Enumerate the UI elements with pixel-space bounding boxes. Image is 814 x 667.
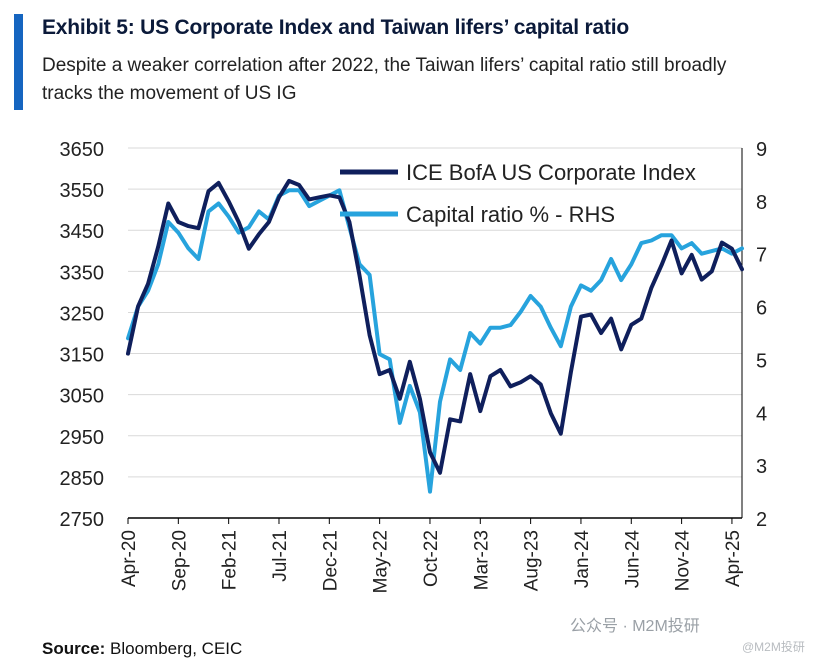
series-line-us-corporate-index (126, 178, 744, 475)
x-tick-label: Aug-23 (522, 530, 543, 591)
accent-bar (14, 14, 23, 110)
y-right-tick-label: 7 (756, 245, 767, 267)
x-tick-label: Apr-20 (119, 530, 140, 587)
y-left-tick-label: 2750 (60, 509, 105, 531)
x-tick-label: Nov-24 (673, 530, 694, 592)
x-tick-label: Jun-24 (622, 530, 643, 589)
series-line-capital-ratio (126, 188, 744, 494)
x-tick-label: Jan-24 (572, 530, 593, 589)
x-tick-label: Jul-21 (270, 530, 291, 582)
x-tick-label: Feb-21 (220, 530, 241, 590)
watermark-handle: @M2M投研 (742, 640, 805, 654)
chart-subtitle: Despite a weaker correlation after 2022,… (42, 55, 727, 104)
y-right-tick-label: 8 (756, 192, 767, 214)
y-left-tick-label: 3350 (60, 262, 105, 284)
x-tick-label: May-22 (371, 530, 392, 593)
x-tick-label: Dec-21 (320, 530, 341, 591)
y-right-tick-label: 3 (756, 456, 767, 478)
source-label: Source: (42, 639, 106, 658)
y-left-tick-label: 3450 (60, 221, 105, 243)
legend-label: ICE BofA US Corporate Index (406, 160, 696, 185)
y-left-tick-label: 3250 (60, 303, 105, 325)
source-text: Bloomberg, CEIC (105, 639, 243, 658)
x-tick-label: Sep-20 (169, 530, 190, 591)
y-right-tick-label: 5 (756, 350, 767, 372)
y-right-tick-label: 2 (756, 509, 767, 531)
y-right-tick-label: 6 (756, 298, 767, 320)
x-tick-label: Oct-22 (421, 530, 442, 587)
watermark-text: 公众号 · M2M投研 (570, 618, 700, 635)
x-tick-label: Mar-23 (471, 530, 492, 590)
y-left-tick-label: 3550 (60, 180, 105, 202)
source-note: Source: Bloomberg, CEIC (42, 639, 242, 659)
y-right-tick-label: 9 (756, 139, 767, 161)
y-left-tick-label: 3650 (60, 139, 105, 161)
y-left-tick-label: 2950 (60, 427, 105, 449)
legend-label: Capital ratio % - RHS (406, 202, 615, 227)
x-tick-label: Apr-25 (723, 530, 744, 587)
y-right-tick-label: 4 (756, 403, 767, 425)
y-left-tick-label: 3050 (60, 386, 105, 408)
y-left-tick-label: 3150 (60, 345, 105, 367)
y-left-tick-label: 2850 (60, 468, 105, 490)
chart-title: Exhibit 5: US Corporate Index and Taiwan… (42, 16, 630, 39)
